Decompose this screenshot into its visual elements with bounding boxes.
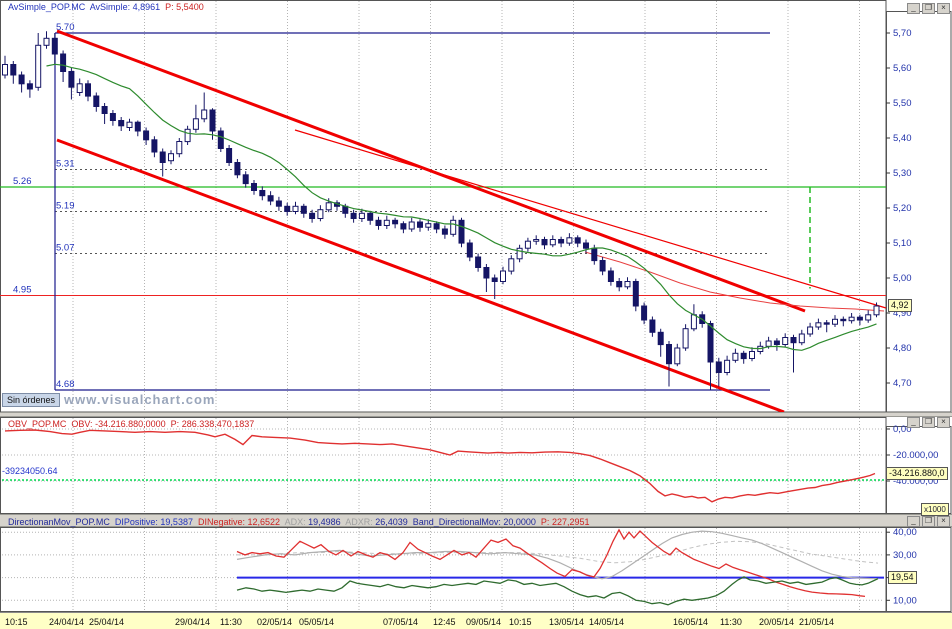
time-axis-label: 02/05/14	[257, 617, 293, 627]
main-panel-header: AvSimple_POP.MC AvSimple: 4,8961 P: 5,54…	[8, 2, 204, 12]
no-orders-button[interactable]: Sin órdenes	[2, 393, 61, 407]
maximize-icon[interactable]: ❐	[922, 417, 935, 428]
time-axis-label: 10:15	[5, 617, 28, 627]
svg-text:5.31: 5.31	[56, 159, 75, 170]
din-value: 12,6522	[247, 517, 281, 527]
price-levels: 5.70 5.31 5.26 5.19 5.07 4.95 4.68	[0, 22, 886, 391]
dm-instrument-name: DirectionanMov_POP.MC	[8, 517, 110, 527]
band-value: 20,0000	[503, 517, 536, 527]
time-axis-label: 21/05/14	[799, 617, 835, 627]
svg-text:5,10: 5,10	[893, 238, 912, 249]
svg-text:5,00: 5,00	[893, 273, 912, 284]
adx-label: ADX:	[284, 517, 306, 527]
avsimple-label: AvSimple:	[89, 2, 131, 12]
svg-text:4.68: 4.68	[56, 379, 75, 390]
time-axis-label: 09/05/14	[466, 617, 502, 627]
svg-text:5,50: 5,50	[893, 98, 912, 109]
time-axis-label: 20/05/14	[759, 617, 795, 627]
obv-current-value-box: -34.216.880,0	[886, 467, 948, 480]
band-label: Band_DirectionalMov:	[412, 517, 501, 527]
svg-text:40,00: 40,00	[893, 527, 917, 538]
svg-text:5,20: 5,20	[893, 203, 912, 214]
time-axis-label: 25/04/14	[89, 617, 125, 627]
dm-window-controls: _ ❐ ×	[907, 516, 950, 527]
obv-label: OBV:	[71, 419, 93, 429]
maximize-icon[interactable]: ❐	[922, 516, 935, 527]
svg-text:0,00: 0,00	[893, 424, 912, 435]
adxr-label: ADXR:	[345, 517, 373, 527]
moving-average-line	[46, 63, 877, 351]
time-axis[interactable]: 10:15 24/04/14 25/04/14 29/04/14 11:30 02/05/…	[0, 612, 952, 629]
svg-text:5.26: 5.26	[13, 176, 32, 187]
svg-text:-40.000,00: -40.000,00	[893, 476, 938, 487]
p-label: P:	[165, 2, 174, 12]
svg-text:5,30: 5,30	[893, 168, 912, 179]
adx-value: 19,4986	[308, 517, 341, 527]
obv-instrument-name: OBV_POP.MC	[8, 419, 67, 429]
time-axis-label: 11:30	[720, 617, 742, 627]
trend-channel-lines	[56, 29, 887, 414]
obv-indicator: 0,00 -20.000,00 -40.000,00	[2, 424, 938, 503]
svg-text:4,70: 4,70	[893, 378, 912, 389]
instrument-name: AvSimple_POP.MC	[8, 2, 86, 12]
panel-splitter[interactable]	[0, 412, 952, 417]
dip-value: 19,5387	[160, 517, 193, 527]
dm-p-value: 227,2951	[551, 517, 590, 527]
obv-panel-header: OBV_POP.MC OBV: -34.216.880,0000 P: 286.…	[8, 419, 254, 429]
maximize-icon[interactable]: ❐	[922, 3, 935, 14]
minimize-icon[interactable]: _	[907, 3, 920, 14]
svg-text:4,80: 4,80	[893, 343, 912, 354]
main-window-controls: _ ❐ ×	[907, 3, 950, 14]
avsimple-value: 4,8961	[132, 2, 161, 12]
obv-p-label: P:	[170, 419, 180, 429]
obv-p-value: 286.338.470,1837	[181, 419, 255, 429]
adxr-value: 26,4039	[375, 517, 408, 527]
svg-text:10,00: 10,00	[893, 595, 917, 606]
dm-panel-header: DirectionanMov_POP.MC DIPositive: 19,538…	[8, 517, 589, 527]
svg-text:5,40: 5,40	[893, 133, 912, 144]
svg-text:5,70: 5,70	[893, 28, 912, 39]
visualchart-watermark: www.visualchart.com	[64, 392, 216, 407]
price-axis-ticks: 5,70 5,60 5,50 5,40 5,30 5,20 5,10 5,00 4,90 4,80…	[886, 28, 912, 389]
svg-text:30,00: 30,00	[893, 550, 917, 561]
minimize-icon[interactable]: _	[907, 417, 920, 428]
dm-p-label: P:	[540, 517, 550, 527]
close-icon[interactable]: ×	[937, 417, 950, 428]
time-axis-label: 11:30	[220, 617, 242, 627]
time-axis-label: 13/05/14	[549, 617, 585, 627]
obv-multiplier-badge: x1000	[921, 503, 949, 516]
svg-text:5.19: 5.19	[56, 201, 75, 212]
time-axis-label: 05/05/14	[299, 617, 335, 627]
dm-current-value-box: 19,54	[888, 571, 917, 584]
dip-label: DIPositive:	[114, 517, 158, 527]
close-icon[interactable]: ×	[937, 3, 950, 14]
obv-level-label: -39234050.64	[2, 466, 58, 476]
svg-text:5.70: 5.70	[56, 22, 75, 33]
p-value: 5,5400	[176, 2, 204, 12]
time-axis-label: 10:15	[509, 617, 532, 627]
svg-text:5,60: 5,60	[893, 63, 912, 74]
obv-value: -34.216.880,0000	[95, 419, 166, 429]
time-axis-label: 12:45	[433, 617, 456, 627]
panel-splitter[interactable]	[0, 514, 952, 527]
svg-text:5.07: 5.07	[56, 243, 75, 254]
current-price-box: 4,92	[888, 299, 912, 312]
close-icon[interactable]: ×	[937, 516, 950, 527]
svg-text:4,90: 4,90	[893, 308, 912, 319]
svg-text:4.95: 4.95	[13, 285, 32, 296]
svg-text:-20.000,00: -20.000,00	[893, 450, 938, 461]
time-axis-label: 14/05/14	[589, 617, 625, 627]
time-axis-label: 07/05/14	[383, 617, 419, 627]
time-axis-label: 29/04/14	[175, 617, 211, 627]
time-axis-label: 24/04/14	[49, 617, 85, 627]
candlesticks	[2, 31, 880, 390]
minimize-icon[interactable]: _	[907, 516, 920, 527]
time-axis-label: 16/05/14	[673, 617, 709, 627]
obv-window-controls: _ ❐ ×	[907, 417, 950, 428]
din-label: DINegative:	[197, 517, 246, 527]
